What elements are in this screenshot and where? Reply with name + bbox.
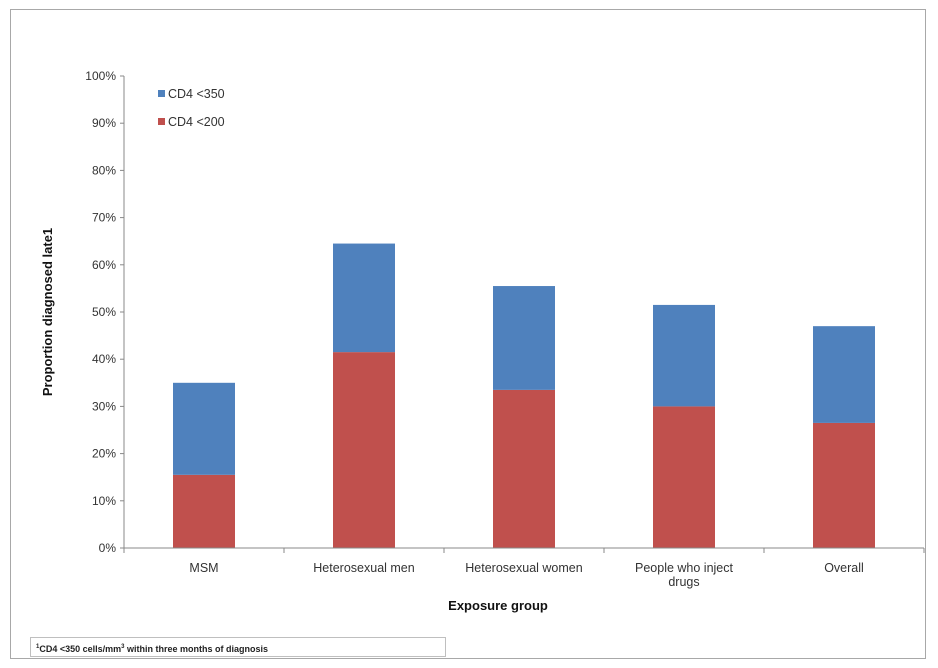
y-tick-label: 0% xyxy=(99,541,117,555)
footnote: 1CD4 <350 cells/mm3 within three months … xyxy=(30,637,446,657)
bar-cd4-350 xyxy=(333,243,395,353)
footnote-marker: 1 xyxy=(36,644,40,650)
bar-cd4-350 xyxy=(653,304,715,407)
legend-swatch xyxy=(158,90,165,97)
legend-swatch xyxy=(158,118,165,125)
bar-cd4-200 xyxy=(333,352,395,548)
x-axis-title: Exposure group xyxy=(448,598,548,613)
bars xyxy=(173,243,875,548)
legend-label: CD4 <200 xyxy=(168,115,225,129)
bar-cd4-350 xyxy=(173,382,235,475)
legend: CD4 <350 CD4 <200 xyxy=(158,87,225,129)
y-tick-label: 60% xyxy=(92,258,116,272)
x-tick-label: People who inject drugs xyxy=(635,561,734,589)
x-tick-label: MSM xyxy=(189,561,218,575)
x-tick-label: Heterosexual women xyxy=(465,561,582,575)
y-tick-label: 70% xyxy=(92,211,116,225)
legend-label: CD4 <350 xyxy=(168,87,225,101)
x-tick-label: Heterosexual men xyxy=(313,561,414,575)
y-tick-label: 50% xyxy=(92,305,116,319)
y-axis-title: Proportion diagnosed late1 xyxy=(40,228,55,396)
bar-cd4-200 xyxy=(173,474,235,548)
bar-cd4-350 xyxy=(493,286,555,390)
y-tick-label: 80% xyxy=(92,163,116,177)
bar-cd4-200 xyxy=(653,406,715,548)
y-tick-label: 40% xyxy=(92,352,116,366)
y-tick-label: 30% xyxy=(92,399,116,413)
y-tick-label: 20% xyxy=(92,447,116,461)
x-tick-label: Overall xyxy=(824,561,864,575)
y-tick-label: 90% xyxy=(92,116,116,130)
footnote-text-suffix: within three months of diagnosis xyxy=(124,644,269,654)
x-axis: MSM Heterosexual men Heterosexual women Peo… xyxy=(123,547,925,589)
footnote-superscript: 3 xyxy=(121,644,125,650)
y-tick-label: 10% xyxy=(92,494,116,508)
bar-cd4-200 xyxy=(493,389,555,548)
y-tick-label: 100% xyxy=(85,69,116,83)
footnote-text-prefix: CD4 <350 cells/mm xyxy=(39,644,122,654)
chart-frame xyxy=(10,9,926,659)
bar-cd4-350 xyxy=(813,326,875,423)
y-axis: 0% 10% 20% 30% 40% 50% 60% 70% 80% 90% 100% xyxy=(85,69,125,555)
bar-cd4-200 xyxy=(813,422,875,548)
